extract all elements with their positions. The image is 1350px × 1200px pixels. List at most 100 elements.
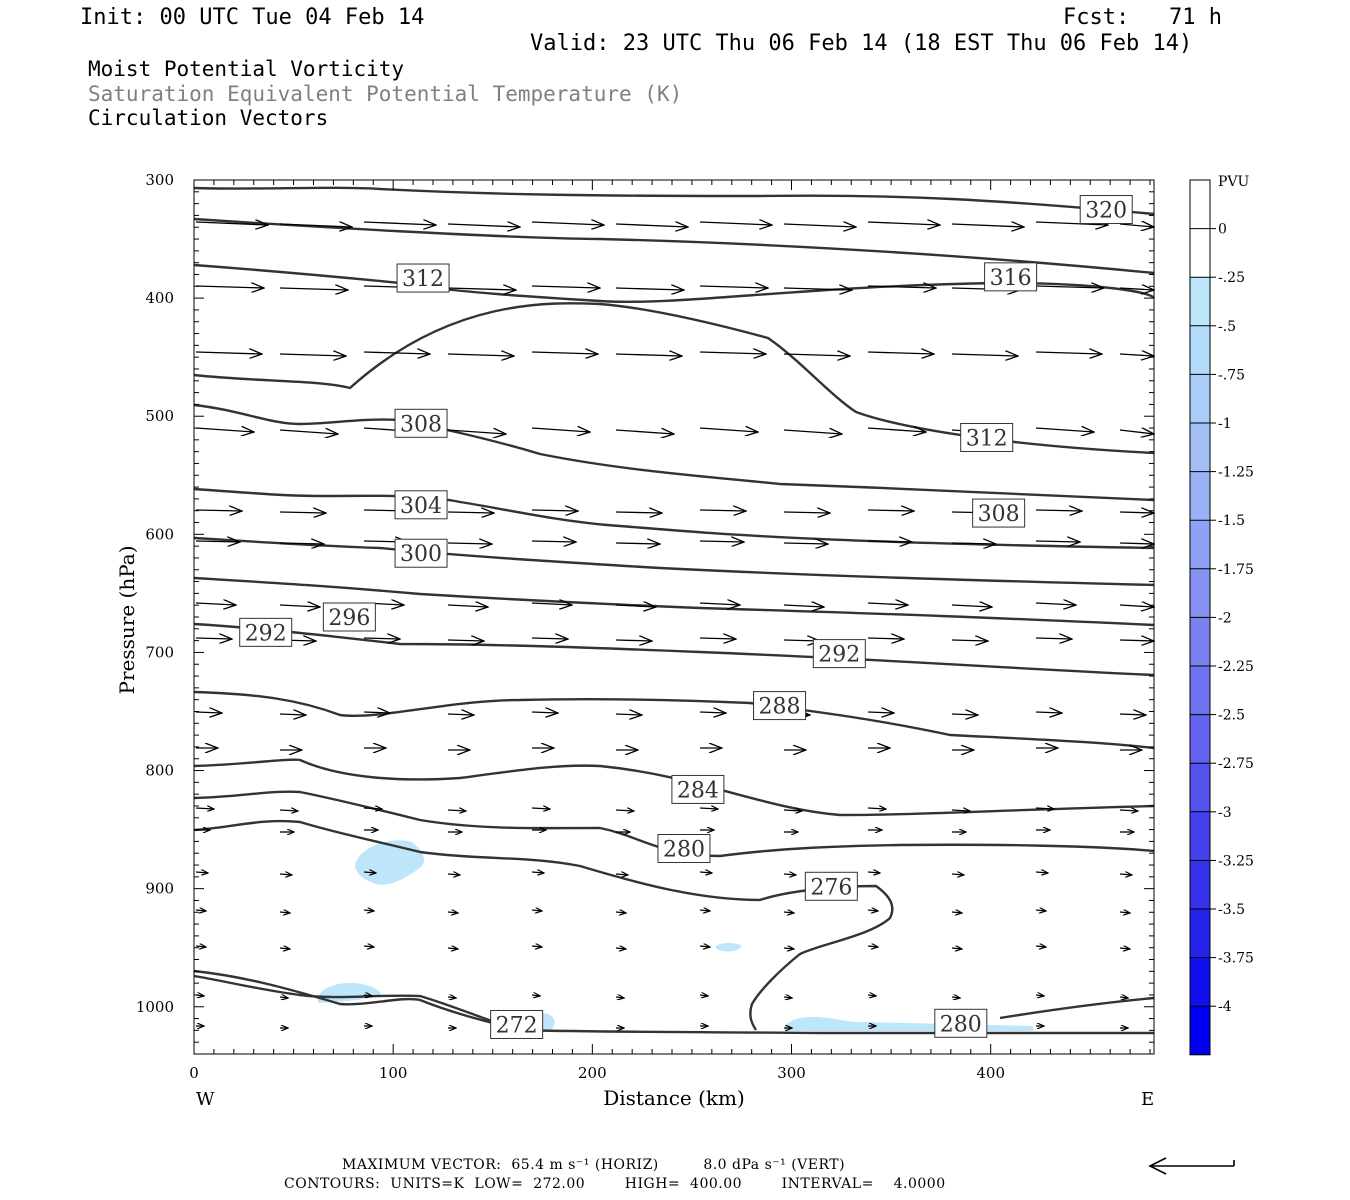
- east-label: E: [1141, 1089, 1154, 1110]
- circulation-vector: [951, 912, 962, 913]
- circulation-vector: [447, 640, 484, 641]
- circulation-vector: [867, 712, 894, 713]
- circulation-vector: [1119, 512, 1154, 513]
- y-tick-label: 500: [145, 407, 174, 425]
- contour-label-box: [934, 1008, 988, 1038]
- init-time: Init: 00 UTC Tue 04 Feb 14: [80, 5, 425, 30]
- circulation-vector: [951, 605, 992, 607]
- circulation-vector: [363, 995, 372, 996]
- circulation-vector: [279, 810, 298, 811]
- contour-label-text: 312: [966, 426, 1008, 451]
- circulation-vector: [363, 352, 430, 354]
- contour-label-text: 284: [677, 778, 719, 803]
- circulation-vector: [447, 543, 492, 544]
- contour-label-box: [984, 262, 1038, 292]
- y-tick-label: 1000: [136, 998, 174, 1016]
- circulation-vector: [783, 605, 824, 607]
- circulation-vector: [279, 430, 338, 434]
- circulation-vector: [531, 428, 590, 432]
- colorbar-label: -4: [1218, 999, 1232, 1015]
- contour-label-text: 300: [400, 542, 442, 567]
- circulation-vector: [531, 638, 568, 639]
- circulation-vector: [279, 543, 324, 544]
- circulation-vector: [951, 948, 962, 949]
- colorbar-swatch: [1190, 568, 1210, 618]
- colorbar-label: -1.75: [1218, 562, 1254, 578]
- circulation-vector: [363, 910, 374, 911]
- contour-label-text: 304: [400, 494, 442, 519]
- field-theta-es: Saturation Equivalent Potential Temperat…: [88, 82, 683, 106]
- circulation-vector: [1035, 638, 1072, 639]
- circulation-vector: [699, 510, 746, 511]
- circulation-vector: [531, 946, 542, 947]
- circulation-vector: [1035, 222, 1108, 225]
- contour-label-box: [490, 1009, 544, 1039]
- colorbar-label: -2.75: [1218, 756, 1254, 772]
- contour-label-box: [753, 691, 807, 721]
- circulation-vector: [615, 948, 626, 949]
- contour-label: 308: [394, 408, 448, 438]
- contour-label: 316: [984, 262, 1038, 292]
- circulation-vector: [447, 948, 458, 949]
- colorbar-swatch: [1190, 860, 1210, 909]
- contour-line: [193, 217, 1155, 275]
- circulation-vector: [447, 605, 488, 607]
- circulation-vector: [783, 543, 828, 544]
- circulation-vector: [195, 712, 222, 713]
- contour-label-text: 312: [402, 267, 444, 292]
- circulation-vector: [699, 808, 718, 809]
- circulation-vector: [615, 512, 662, 513]
- circulation-vector: [279, 997, 288, 998]
- circulation-vector: [531, 510, 578, 511]
- circulation-vector: [531, 910, 542, 911]
- circulation-vector: [867, 286, 936, 288]
- circulation-vector: [615, 543, 660, 544]
- contour-label-text: 296: [328, 606, 370, 631]
- contour-label: 276: [804, 871, 858, 901]
- contour-label: 280: [934, 1008, 988, 1038]
- contour-label-text: 276: [810, 875, 852, 900]
- circulation-vector: [1119, 997, 1128, 998]
- x-axis-title: Distance (km): [603, 1086, 745, 1110]
- contour-label: 292: [239, 617, 293, 647]
- circulation-vector: [195, 428, 254, 432]
- circulation-vector: [783, 288, 852, 290]
- colorbar-label: -.75: [1218, 367, 1245, 383]
- circulation-vector: [363, 872, 376, 873]
- contour-line: [193, 622, 1155, 677]
- x-tick-label: 400: [976, 1064, 1005, 1082]
- contour-label-text: 320: [1085, 199, 1127, 224]
- circulation-vector: [615, 605, 656, 607]
- x-tick-label: 200: [578, 1064, 607, 1082]
- circulation-vector: [279, 512, 326, 513]
- circulation-vector: [867, 946, 878, 947]
- circulation-vector: [867, 541, 912, 542]
- circulation-vector: [1035, 428, 1094, 432]
- circulation-vector: [1119, 354, 1154, 356]
- contour-label: 280: [657, 833, 711, 863]
- circulation-vector: [447, 512, 494, 513]
- contour-label: 300: [394, 538, 448, 568]
- contour-label-box: [394, 408, 448, 438]
- pv-patch: [784, 1016, 1034, 1031]
- x-tick-label: 100: [379, 1064, 408, 1082]
- circulation-vector: [531, 352, 598, 354]
- circulation-vector: [531, 541, 576, 542]
- circulation-vector: [1119, 224, 1154, 227]
- circulation-vector: [699, 995, 708, 996]
- contour-line: [193, 302, 1155, 455]
- circulation-vector: [867, 428, 926, 432]
- colorbar-swatch: [1190, 617, 1210, 666]
- circulation-vector: [867, 995, 876, 996]
- circulation-vector: [1119, 912, 1130, 913]
- contour-label: 296: [322, 602, 376, 632]
- circulation-vector: [615, 912, 626, 913]
- contour-label: 288: [753, 691, 807, 721]
- contour-label-text: 308: [978, 502, 1020, 527]
- circulation-vector: [699, 910, 710, 911]
- circulation-vector: [1035, 910, 1046, 911]
- contour-line: [193, 576, 1155, 627]
- circulation-vector: [783, 997, 792, 998]
- circulation-vector: [363, 712, 390, 713]
